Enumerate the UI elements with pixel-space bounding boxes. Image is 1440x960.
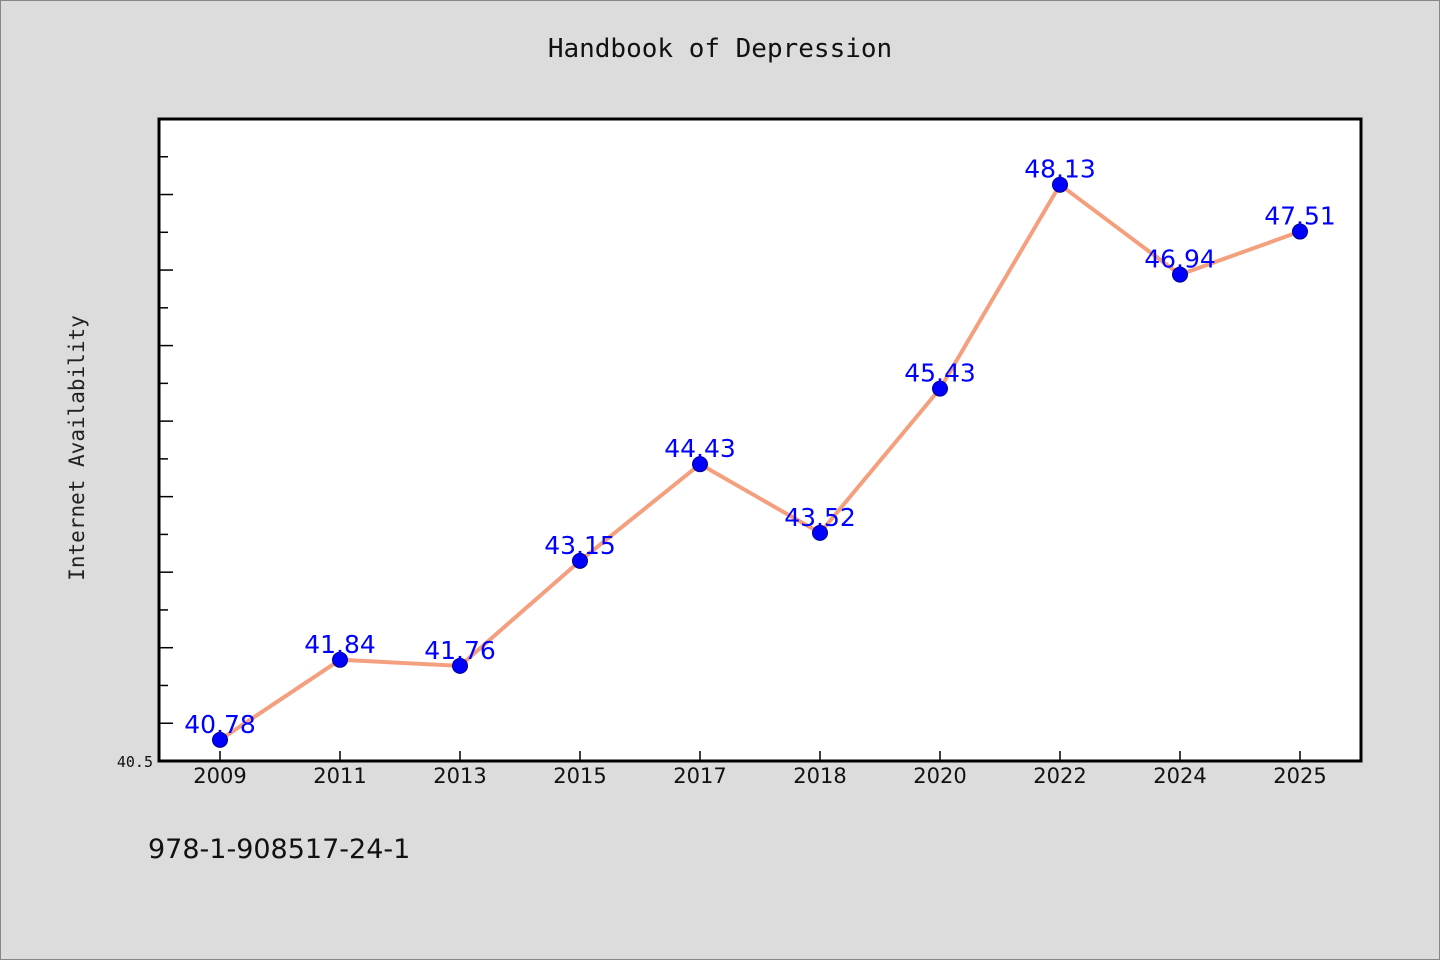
- data-point: [692, 456, 708, 473]
- x-tick-label: 2020: [913, 764, 966, 788]
- data-label: 41.76: [424, 636, 496, 665]
- data-point: [1052, 176, 1068, 193]
- isbn-footer: 978-1-908517-24-1: [148, 834, 411, 865]
- x-tick-label: 2024: [1153, 764, 1206, 788]
- data-label: 43.15: [544, 531, 616, 560]
- data-point: [452, 657, 468, 674]
- chart-title: Handbook of Depression: [547, 34, 893, 64]
- x-tick-label: 2017: [673, 764, 726, 788]
- x-tick-label: 2015: [553, 764, 606, 788]
- data-point: [332, 651, 348, 668]
- data-label: 41.84: [304, 630, 376, 659]
- data-label: 40.78: [184, 710, 256, 739]
- data-point: [1172, 266, 1188, 283]
- data-labels: 40.78 41.84 41.76 43.15 44.43 43.52 45.43 48.13…: [184, 155, 1336, 739]
- data-label: 44.43: [664, 434, 736, 463]
- data-label: 46.94: [1144, 245, 1216, 274]
- plot-area: [159, 119, 1361, 761]
- data-markers: [212, 176, 1308, 748]
- data-label: 47.51: [1264, 202, 1336, 231]
- x-tick-label: 2009: [193, 764, 246, 788]
- y-tick-label: 40.5: [117, 753, 153, 771]
- x-tick-label: 2011: [313, 764, 366, 788]
- data-point: [212, 731, 228, 748]
- data-point: [932, 380, 948, 397]
- x-axis-ticks: 2009 2011 2013 2015 2017 2018 2020 2022 2024 2025: [193, 751, 1327, 788]
- data-point: [812, 524, 828, 541]
- data-label: 43.52: [784, 503, 856, 532]
- x-tick-label: 2025: [1273, 764, 1326, 788]
- x-tick-label: 2018: [793, 764, 846, 788]
- x-tick-label: 2013: [433, 764, 486, 788]
- data-point: [1292, 223, 1308, 240]
- data-label: 45.43: [904, 359, 976, 388]
- data-label: 48.13: [1024, 155, 1096, 184]
- plot-border: [157, 117, 1363, 763]
- data-point: [572, 552, 588, 569]
- y-axis-label: Internet Availability: [65, 315, 89, 581]
- series-line: [218, 182, 1301, 742]
- x-tick-label: 2022: [1033, 764, 1086, 788]
